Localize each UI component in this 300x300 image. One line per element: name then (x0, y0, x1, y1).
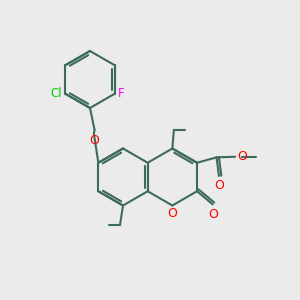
Text: O: O (237, 150, 247, 163)
Text: F: F (118, 87, 124, 100)
Text: Cl: Cl (51, 87, 62, 100)
Text: O: O (214, 179, 224, 192)
Text: O: O (208, 208, 218, 221)
Text: O: O (89, 134, 99, 147)
Text: O: O (167, 207, 177, 220)
